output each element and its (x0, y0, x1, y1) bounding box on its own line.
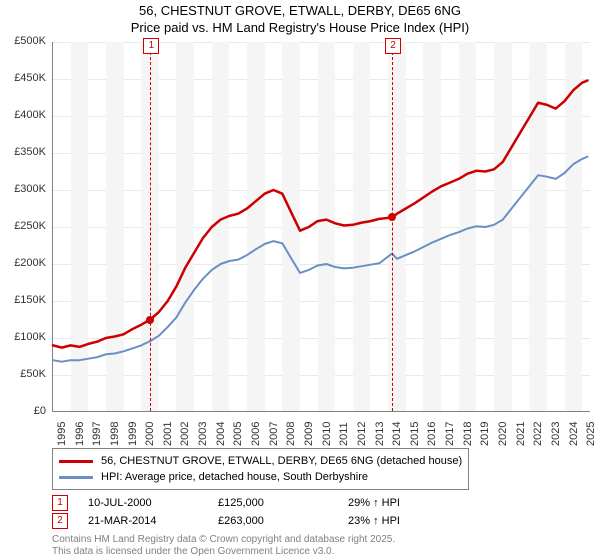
y-tick-label: £450K (0, 72, 46, 84)
marker-vline (150, 42, 151, 411)
y-tick-label: £50K (0, 368, 46, 380)
x-tick-label: 2000 (144, 422, 156, 446)
annotation-delta: 29% ↑ HPI (348, 497, 478, 509)
x-tick-label: 2006 (250, 422, 262, 446)
y-tick-label: £350K (0, 146, 46, 158)
x-tick-label: 2021 (515, 422, 527, 446)
annotation-flag: 1 (52, 495, 68, 511)
x-tick-label: 2014 (391, 422, 403, 446)
annotation-table: 1 10-JUL-2000£125,00029% ↑ HPI 2 21-MAR-201… (52, 494, 478, 530)
legend-swatch (59, 460, 93, 463)
y-tick-label: £250K (0, 220, 46, 232)
legend-label: 56, CHESTNUT GROVE, ETWALL, DERBY, DE65 … (101, 453, 462, 469)
y-tick-label: £150K (0, 294, 46, 306)
x-tick-label: 2019 (479, 422, 491, 446)
legend-label: HPI: Average price, detached house, Sout… (101, 469, 368, 485)
x-tick-label: 2010 (321, 422, 333, 446)
x-tick-label: 2024 (568, 422, 580, 446)
marker-vline (392, 42, 393, 411)
y-tick-label: £200K (0, 257, 46, 269)
annotation-price: £263,000 (218, 515, 348, 527)
annotation-row: 2 21-MAR-2014£263,00023% ↑ HPI (52, 512, 478, 530)
legend-row: HPI: Average price, detached house, Sout… (59, 469, 462, 485)
x-tick-label: 2005 (232, 422, 244, 446)
title-line-1: 56, CHESTNUT GROVE, ETWALL, DERBY, DE65 … (0, 2, 600, 19)
x-tick-label: 2025 (585, 422, 597, 446)
title-line-2: Price paid vs. HM Land Registry's House … (0, 19, 600, 36)
x-tick-label: 2022 (532, 422, 544, 446)
plot-area: 12 (52, 42, 590, 412)
y-tick-label: £100K (0, 331, 46, 343)
x-tick-label: 2008 (285, 422, 297, 446)
y-tick-label: £300K (0, 183, 46, 195)
line-series-svg (53, 42, 590, 411)
x-tick-label: 2018 (462, 422, 474, 446)
x-tick-label: 2020 (497, 422, 509, 446)
marker-flag: 1 (143, 38, 159, 54)
x-tick-label: 1995 (56, 422, 68, 446)
annotation-delta: 23% ↑ HPI (348, 515, 478, 527)
footer-attribution: Contains HM Land Registry data © Crown c… (52, 534, 395, 558)
x-tick-label: 2004 (215, 422, 227, 446)
annotation-flag: 2 (52, 513, 68, 529)
x-tick-label: 2009 (303, 422, 315, 446)
marker-flag: 2 (385, 38, 401, 54)
x-tick-label: 2011 (338, 422, 350, 446)
legend: 56, CHESTNUT GROVE, ETWALL, DERBY, DE65 … (52, 448, 469, 490)
y-tick-label: £400K (0, 109, 46, 121)
x-tick-label: 2015 (409, 422, 421, 446)
marker-dot (146, 316, 154, 324)
series-hpi-line (53, 157, 588, 362)
annotation-price: £125,000 (218, 497, 348, 509)
legend-swatch (59, 476, 93, 479)
x-tick-label: 2023 (550, 422, 562, 446)
annotation-date: 10-JUL-2000 (88, 497, 218, 509)
x-tick-label: 1999 (127, 422, 139, 446)
x-tick-label: 1998 (109, 422, 121, 446)
x-tick-label: 2016 (426, 422, 438, 446)
chart-title: 56, CHESTNUT GROVE, ETWALL, DERBY, DE65 … (0, 2, 600, 36)
legend-row: 56, CHESTNUT GROVE, ETWALL, DERBY, DE65 … (59, 453, 462, 469)
x-tick-label: 1996 (74, 422, 86, 446)
annotation-row: 1 10-JUL-2000£125,00029% ↑ HPI (52, 494, 478, 512)
footer-line-2: This data is licensed under the Open Gov… (52, 546, 395, 558)
x-tick-label: 2002 (179, 422, 191, 446)
annotation-date: 21-MAR-2014 (88, 515, 218, 527)
footer-line-1: Contains HM Land Registry data © Crown c… (52, 534, 395, 546)
x-tick-label: 2017 (444, 422, 456, 446)
chart-container: 56, CHESTNUT GROVE, ETWALL, DERBY, DE65 … (0, 0, 600, 560)
x-tick-label: 2001 (162, 422, 174, 446)
x-tick-label: 2003 (197, 422, 209, 446)
y-tick-label: £0 (0, 405, 46, 417)
x-tick-label: 1997 (91, 422, 103, 446)
x-tick-label: 2007 (268, 422, 280, 446)
x-tick-label: 2013 (374, 422, 386, 446)
x-tick-label: 2012 (356, 422, 368, 446)
y-tick-label: £500K (0, 35, 46, 47)
